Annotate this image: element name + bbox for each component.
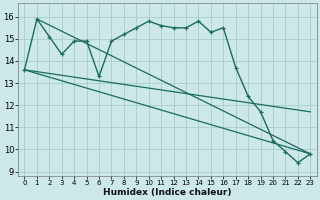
X-axis label: Humidex (Indice chaleur): Humidex (Indice chaleur) (103, 188, 232, 197)
